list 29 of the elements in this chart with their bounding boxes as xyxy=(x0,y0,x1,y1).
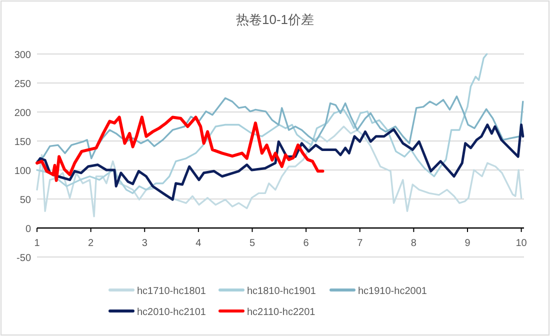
y-tick-label: 100 xyxy=(14,166,32,177)
line-series xyxy=(36,124,524,201)
line-series xyxy=(36,53,488,194)
x-tick-label: 3 xyxy=(142,238,148,249)
x-tick-label: 6 xyxy=(303,238,310,249)
line-series xyxy=(36,116,324,182)
legend-label: hc2010-hc2101 xyxy=(137,307,206,318)
x-tick-label: 8 xyxy=(410,238,417,249)
x-tick-label: 7 xyxy=(357,238,364,249)
legend-label: hc1810-hc1901 xyxy=(247,286,316,297)
x-tick-label: 10 xyxy=(516,238,528,249)
y-tick-label: 50 xyxy=(20,195,32,206)
x-tick-label: 1 xyxy=(34,238,40,249)
y-tick-label: 200 xyxy=(14,108,32,119)
y-tick-label: 150 xyxy=(14,137,32,148)
x-tick-label: 9 xyxy=(464,238,471,249)
line-series xyxy=(36,95,524,162)
chart-title: 热卷10-1价差 xyxy=(236,12,314,27)
y-tick-label: 0 xyxy=(25,224,32,235)
y-tick-label: 300 xyxy=(14,50,32,61)
line-series xyxy=(36,126,522,218)
x-tick-label: 5 xyxy=(249,238,256,249)
x-tick-label: 2 xyxy=(88,238,94,249)
legend-label: hc1910-hc2001 xyxy=(358,286,428,297)
legend-label: hc1710-hc1801 xyxy=(137,286,206,297)
y-tick-label: -50 xyxy=(16,253,32,264)
x-tick-label: 4 xyxy=(196,238,202,249)
legend-label: hc2110-hc2201 xyxy=(247,307,316,318)
y-tick-label: 250 xyxy=(14,79,32,90)
